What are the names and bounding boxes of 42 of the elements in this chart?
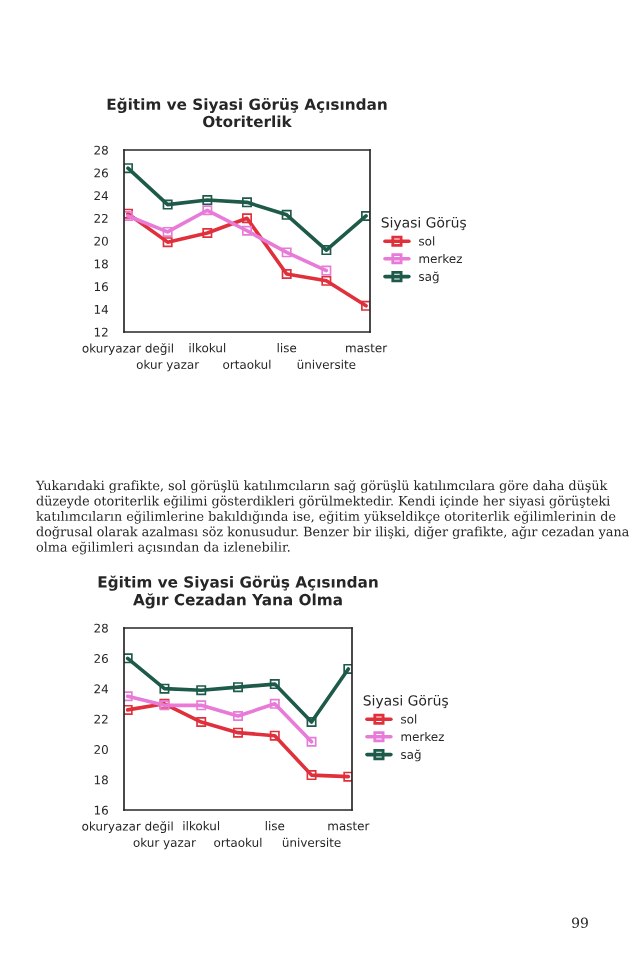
point [202, 228, 213, 239]
point [232, 727, 244, 738]
point [269, 730, 280, 741]
line-series [124, 653, 352, 728]
line-series [124, 208, 370, 311]
point [281, 268, 292, 279]
point [306, 736, 317, 747]
point [124, 691, 133, 702]
point [241, 213, 253, 224]
point [232, 710, 244, 721]
point [321, 275, 332, 286]
point [241, 225, 253, 236]
point [321, 265, 332, 276]
point [343, 771, 352, 782]
point [306, 770, 317, 781]
point [202, 195, 213, 206]
point [343, 663, 352, 674]
line-series [124, 698, 352, 782]
point [321, 245, 332, 256]
line-series [124, 163, 370, 256]
point [159, 683, 170, 694]
point [281, 209, 292, 220]
point [202, 205, 213, 216]
line-series [124, 205, 332, 276]
point [281, 247, 292, 258]
point [232, 682, 244, 693]
point [361, 210, 370, 221]
point [241, 197, 253, 208]
point [196, 700, 207, 711]
point [361, 300, 370, 311]
point [124, 704, 133, 715]
point [162, 226, 173, 237]
point [269, 698, 280, 709]
point [162, 237, 173, 248]
point [124, 163, 133, 174]
point [306, 717, 317, 728]
point [124, 653, 133, 664]
point [196, 717, 207, 728]
line-series [124, 691, 317, 747]
point [162, 199, 173, 210]
point [269, 679, 280, 690]
point [196, 685, 207, 696]
